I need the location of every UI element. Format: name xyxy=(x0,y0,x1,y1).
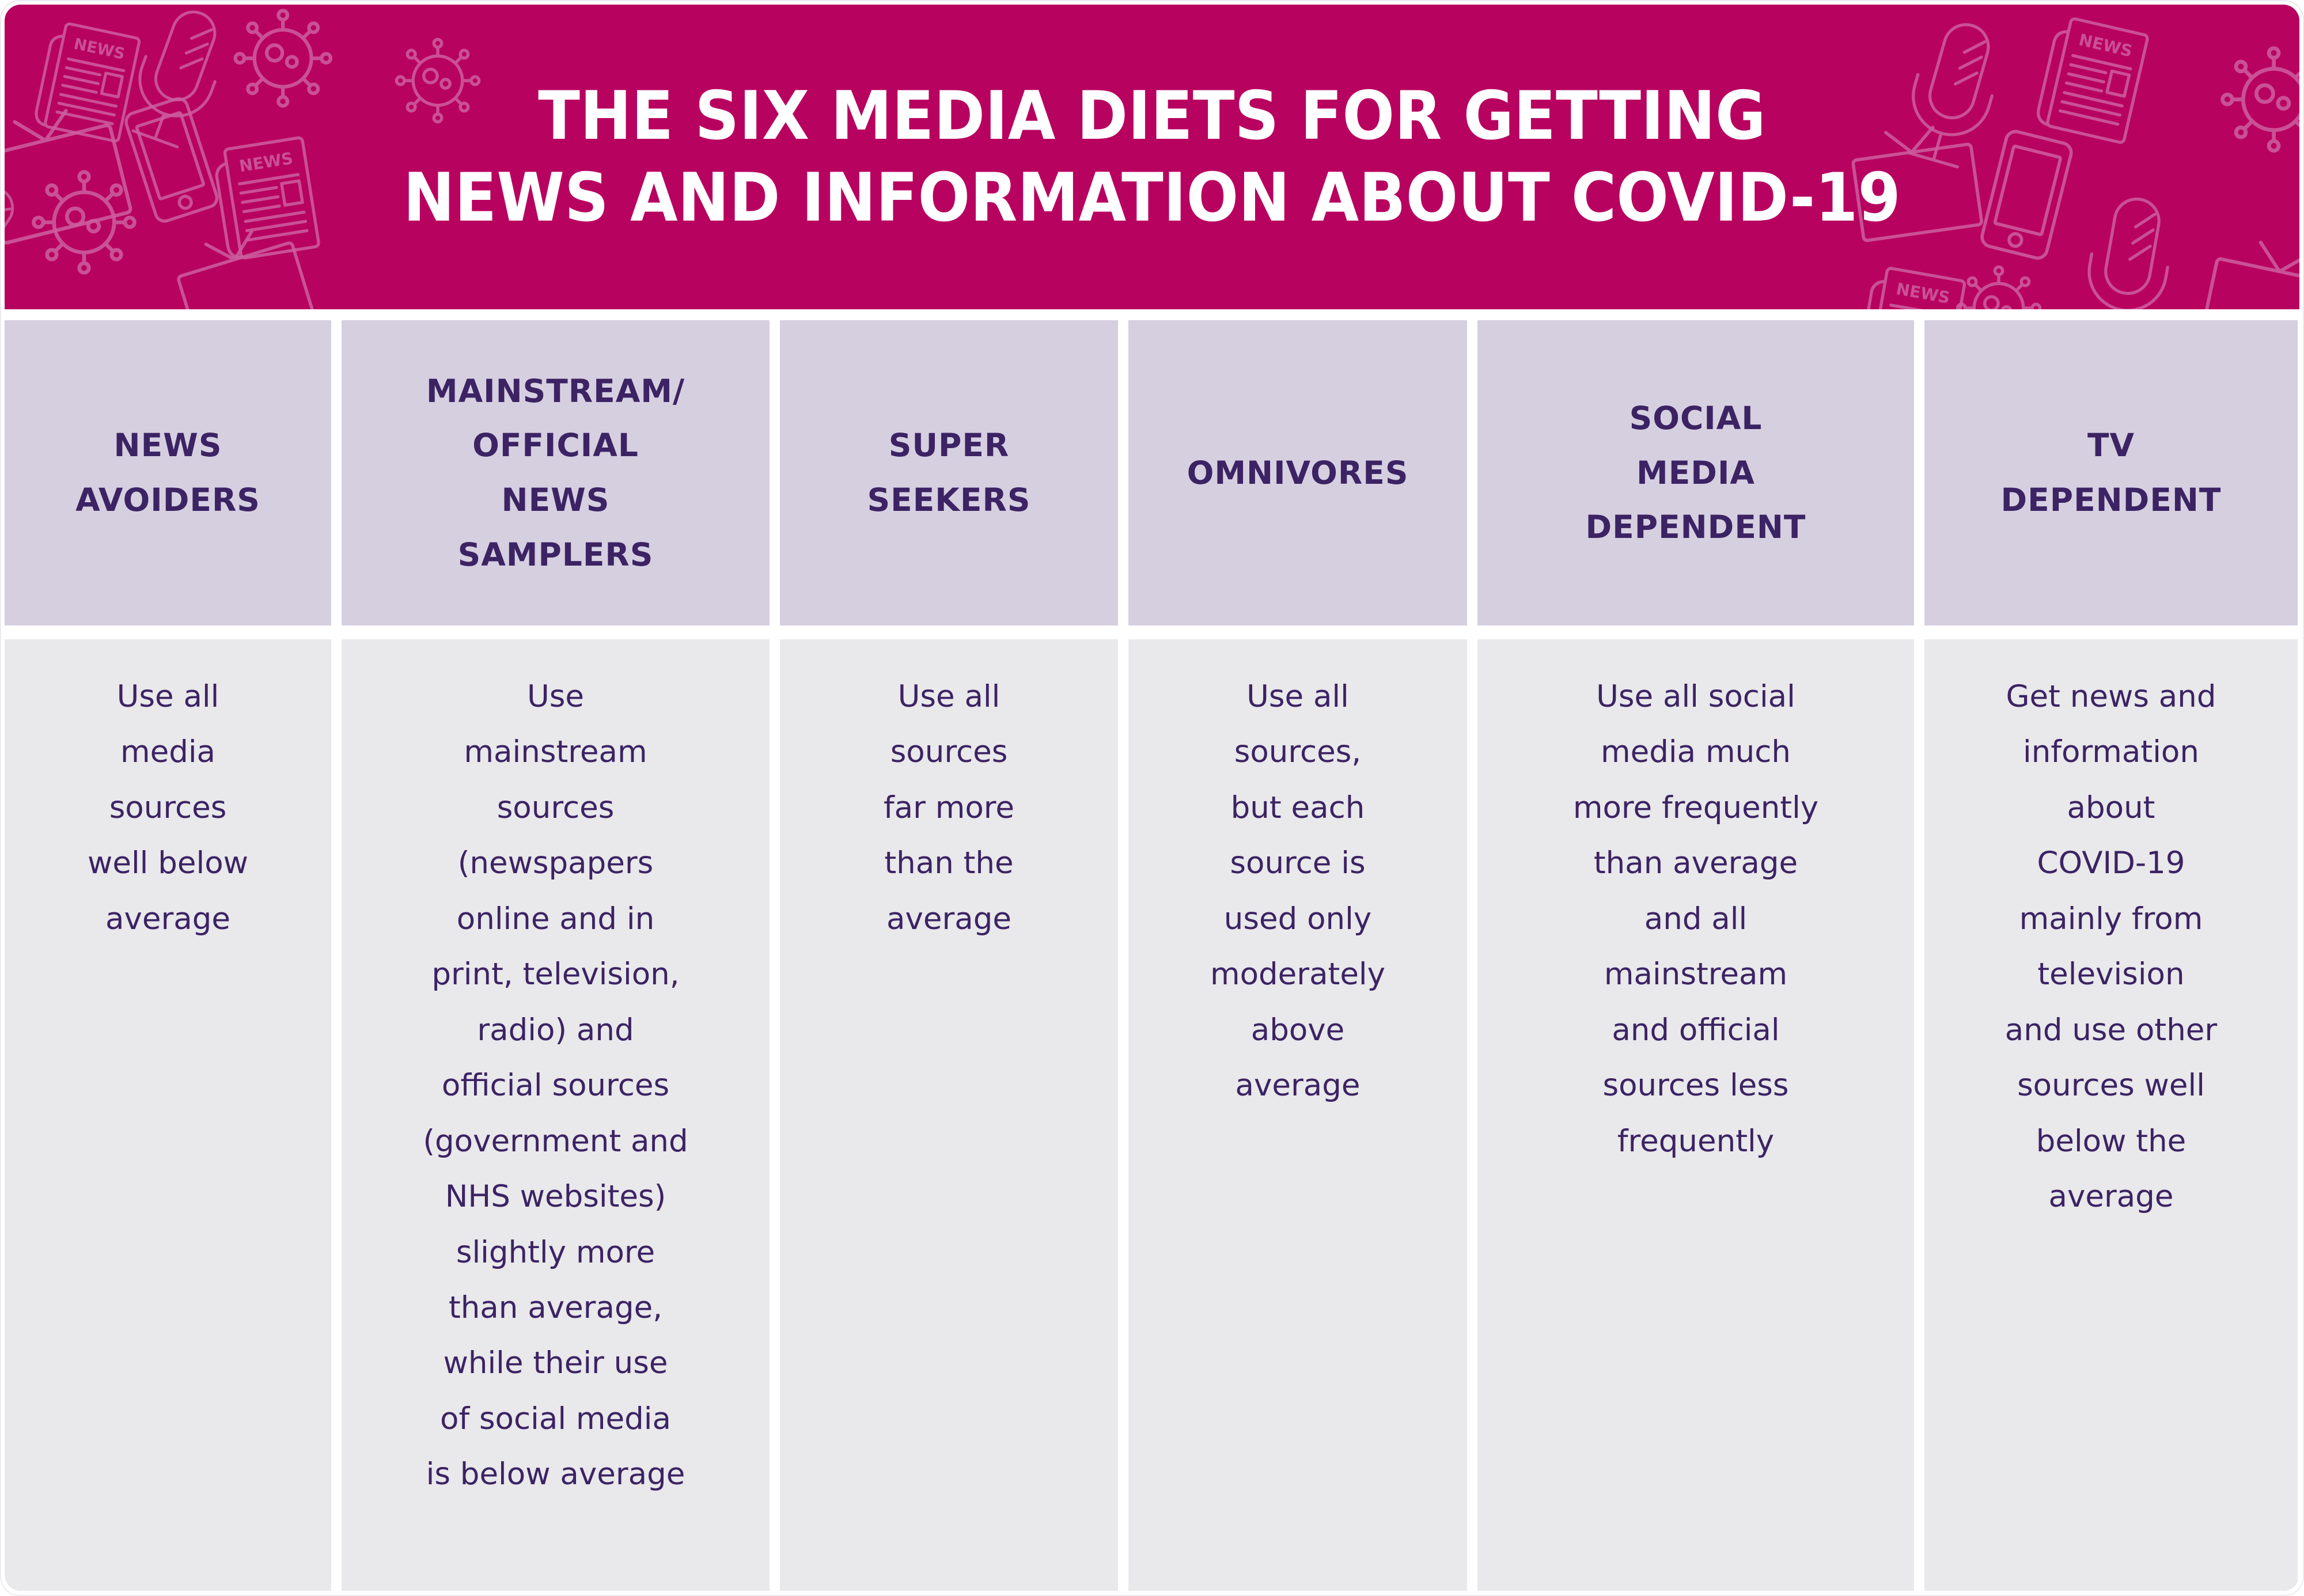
page-title-text: THE SIX MEDIA DIETS FOR GETTING NEWS AND… xyxy=(403,77,1901,237)
column-header-super-seekers: SUPER SEEKERS xyxy=(780,320,1118,625)
column-header-mainstream-official-news-samplers: MAINSTREAM/ OFFICIAL NEWS SAMPLERS xyxy=(342,320,770,625)
column-header-news-avoiders: NEWS AVOIDERS xyxy=(5,320,331,625)
infographic-canvas: NEWS xyxy=(5,5,2299,1591)
column-header-social-media-dependent: SOCIAL MEDIA DEPENDENT xyxy=(1477,320,1914,625)
column-description-super-seekers: Use all sources far more than the averag… xyxy=(780,639,1118,1591)
column-description-mainstream-official-news-samplers: Use mainstream sources (newspapers onlin… xyxy=(342,639,770,1591)
column-header-omnivores: OMNIVORES xyxy=(1128,320,1467,625)
column-description-tv-dependent: Get news and information about COVID-19 … xyxy=(1924,639,2298,1591)
page-title: THE SIX MEDIA DIETS FOR GETTING NEWS AND… xyxy=(5,5,2299,309)
column-description-news-avoiders: Use all media sources well below average xyxy=(5,639,331,1591)
column-description-social-media-dependent: Use all social media much more frequentl… xyxy=(1477,639,1914,1591)
column-description-omnivores: Use all sources, but each source is used… xyxy=(1128,639,1467,1591)
media-diets-table: NEWS AVOIDERS MAINSTREAM/ OFFICIAL NEWS … xyxy=(5,320,2299,1591)
column-header-tv-dependent: TV DEPENDENT xyxy=(1924,320,2298,625)
header-band: NEWS xyxy=(5,5,2299,309)
